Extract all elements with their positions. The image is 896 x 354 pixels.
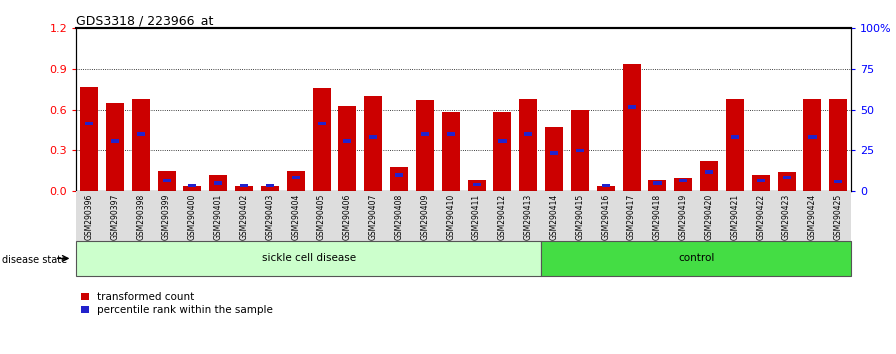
Bar	[266, 184, 274, 187]
Text: GSM290425: GSM290425	[834, 194, 843, 240]
Bar	[188, 184, 196, 187]
Text: GSM290418: GSM290418	[653, 194, 662, 240]
Bar	[240, 184, 248, 187]
Bar	[778, 172, 796, 191]
Bar	[834, 180, 842, 183]
Text: GSM290405: GSM290405	[317, 194, 326, 240]
Text: GSM290421: GSM290421	[730, 194, 739, 240]
Text: GSM290414: GSM290414	[549, 194, 558, 240]
Bar	[235, 186, 254, 191]
Bar	[519, 99, 538, 191]
Text: GSM290416: GSM290416	[601, 194, 610, 240]
Bar	[571, 110, 589, 191]
Bar	[472, 183, 480, 186]
Bar	[80, 87, 99, 191]
Text: disease state: disease state	[2, 255, 67, 265]
Text: GSM290401: GSM290401	[214, 194, 223, 240]
Bar	[313, 88, 331, 191]
Bar	[731, 135, 739, 138]
Bar	[364, 96, 383, 191]
Bar	[162, 179, 170, 182]
Bar	[649, 180, 667, 191]
Bar	[541, 241, 851, 276]
Text: GDS3318 / 223966_at: GDS3318 / 223966_at	[76, 14, 213, 27]
Bar	[752, 175, 770, 191]
Bar	[85, 122, 93, 125]
Bar	[369, 135, 377, 138]
Text: GSM290404: GSM290404	[291, 194, 300, 240]
Text: GSM290423: GSM290423	[782, 194, 791, 240]
Text: GSM290417: GSM290417	[627, 194, 636, 240]
Bar	[111, 139, 119, 143]
Text: GSM290424: GSM290424	[808, 194, 817, 240]
Text: GSM290409: GSM290409	[420, 194, 429, 240]
Bar	[395, 173, 403, 177]
Bar	[524, 132, 532, 136]
Bar	[808, 135, 816, 138]
Bar	[468, 180, 486, 191]
Text: GSM290396: GSM290396	[84, 194, 93, 240]
Bar	[447, 132, 455, 136]
Bar	[209, 175, 228, 191]
Bar	[705, 171, 713, 174]
Text: GSM290411: GSM290411	[472, 194, 481, 240]
Bar	[602, 184, 610, 187]
Bar	[292, 176, 300, 179]
Text: GSM290398: GSM290398	[136, 194, 145, 240]
Bar	[343, 139, 351, 143]
Text: GSM290419: GSM290419	[679, 194, 688, 240]
Bar	[132, 99, 150, 191]
Bar	[653, 181, 661, 185]
Bar	[287, 171, 305, 191]
Bar	[137, 132, 145, 136]
Bar	[576, 149, 584, 152]
Bar	[550, 152, 558, 155]
Bar	[339, 105, 357, 191]
Text: GSM290399: GSM290399	[162, 194, 171, 240]
Bar	[829, 99, 848, 191]
Bar	[106, 103, 124, 191]
Text: GSM290413: GSM290413	[524, 194, 533, 240]
Bar	[416, 100, 434, 191]
Bar	[623, 64, 641, 191]
Bar	[317, 122, 325, 125]
Bar	[498, 139, 506, 143]
Text: GSM290406: GSM290406	[343, 194, 352, 240]
Legend: transformed count, percentile rank within the sample: transformed count, percentile rank withi…	[82, 292, 273, 315]
Text: GSM290422: GSM290422	[756, 194, 765, 240]
Bar	[214, 181, 222, 185]
Bar	[674, 178, 693, 191]
Text: GSM290415: GSM290415	[575, 194, 584, 240]
Bar	[442, 113, 460, 191]
Text: control: control	[678, 253, 714, 263]
Bar	[726, 99, 744, 191]
Bar	[421, 132, 429, 136]
Bar	[782, 176, 790, 179]
Bar	[700, 161, 719, 191]
Bar	[804, 99, 822, 191]
Text: GSM290410: GSM290410	[446, 194, 455, 240]
Bar	[261, 186, 279, 191]
Text: GSM290407: GSM290407	[369, 194, 378, 240]
Bar	[597, 186, 615, 191]
Text: GSM290408: GSM290408	[394, 194, 403, 240]
Bar	[627, 105, 635, 109]
Text: GSM290400: GSM290400	[188, 194, 197, 240]
Bar	[545, 127, 564, 191]
Text: GSM290412: GSM290412	[498, 194, 507, 240]
Text: GSM290420: GSM290420	[704, 194, 713, 240]
Bar	[494, 113, 512, 191]
Bar	[679, 179, 687, 182]
Bar	[184, 186, 202, 191]
Bar	[158, 171, 176, 191]
Bar	[390, 167, 409, 191]
Text: GSM290397: GSM290397	[110, 194, 119, 240]
Text: GSM290402: GSM290402	[239, 194, 248, 240]
Text: GSM290403: GSM290403	[265, 194, 274, 240]
Text: sickle cell disease: sickle cell disease	[262, 253, 356, 263]
Bar	[76, 241, 541, 276]
Bar	[757, 179, 765, 182]
